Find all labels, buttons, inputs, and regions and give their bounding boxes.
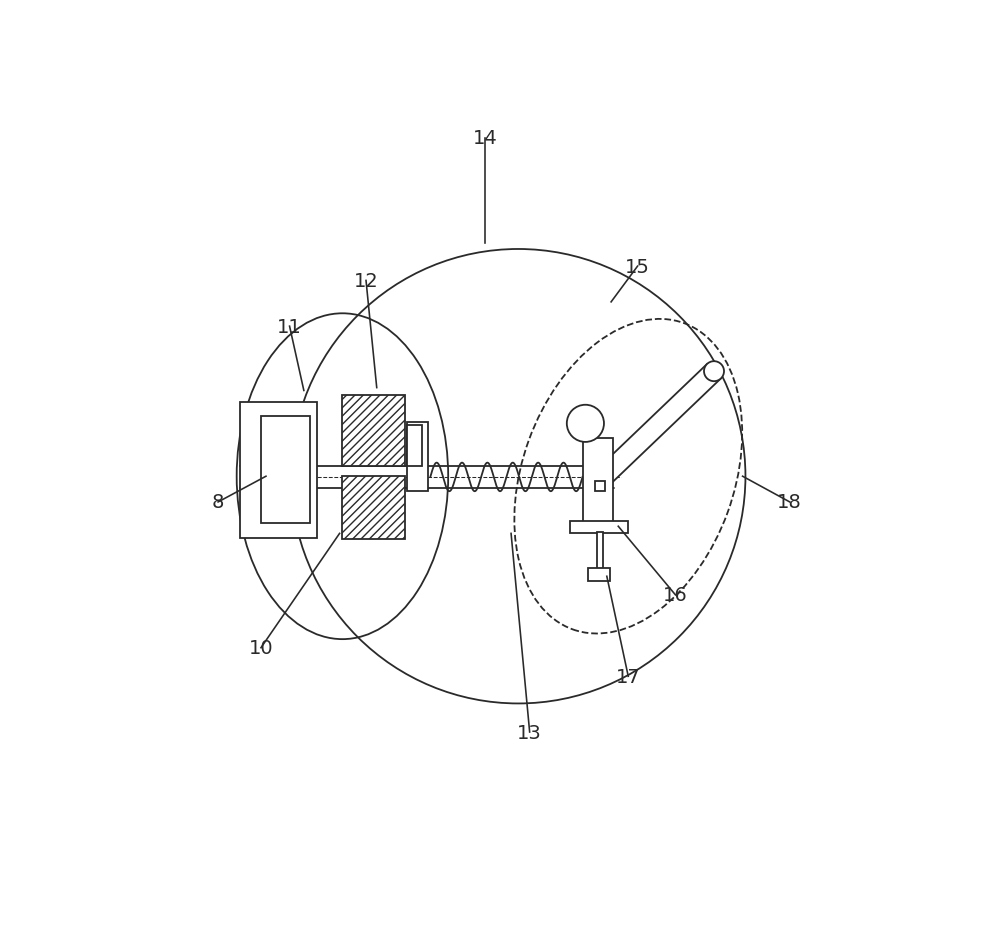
Bar [342, 476, 405, 540]
Circle shape [704, 362, 724, 382]
Circle shape [567, 405, 604, 442]
Bar [342, 395, 405, 466]
Text: 11: 11 [277, 317, 302, 337]
Bar [595, 481, 605, 491]
Polygon shape [591, 364, 721, 489]
Text: 10: 10 [249, 639, 273, 657]
Bar [597, 532, 603, 569]
Text: 8: 8 [212, 493, 224, 512]
Bar [261, 417, 310, 524]
Bar [407, 423, 428, 491]
Bar [570, 521, 628, 534]
Text: 15: 15 [625, 258, 650, 276]
Text: 12: 12 [354, 272, 378, 290]
Text: 13: 13 [517, 723, 542, 742]
Bar [407, 425, 422, 466]
Bar [240, 402, 317, 538]
Text: 17: 17 [616, 667, 641, 686]
Text: 14: 14 [473, 129, 498, 147]
Text: 18: 18 [777, 493, 802, 512]
Bar [583, 438, 613, 524]
Text: 16: 16 [663, 586, 688, 604]
Bar [588, 568, 610, 581]
